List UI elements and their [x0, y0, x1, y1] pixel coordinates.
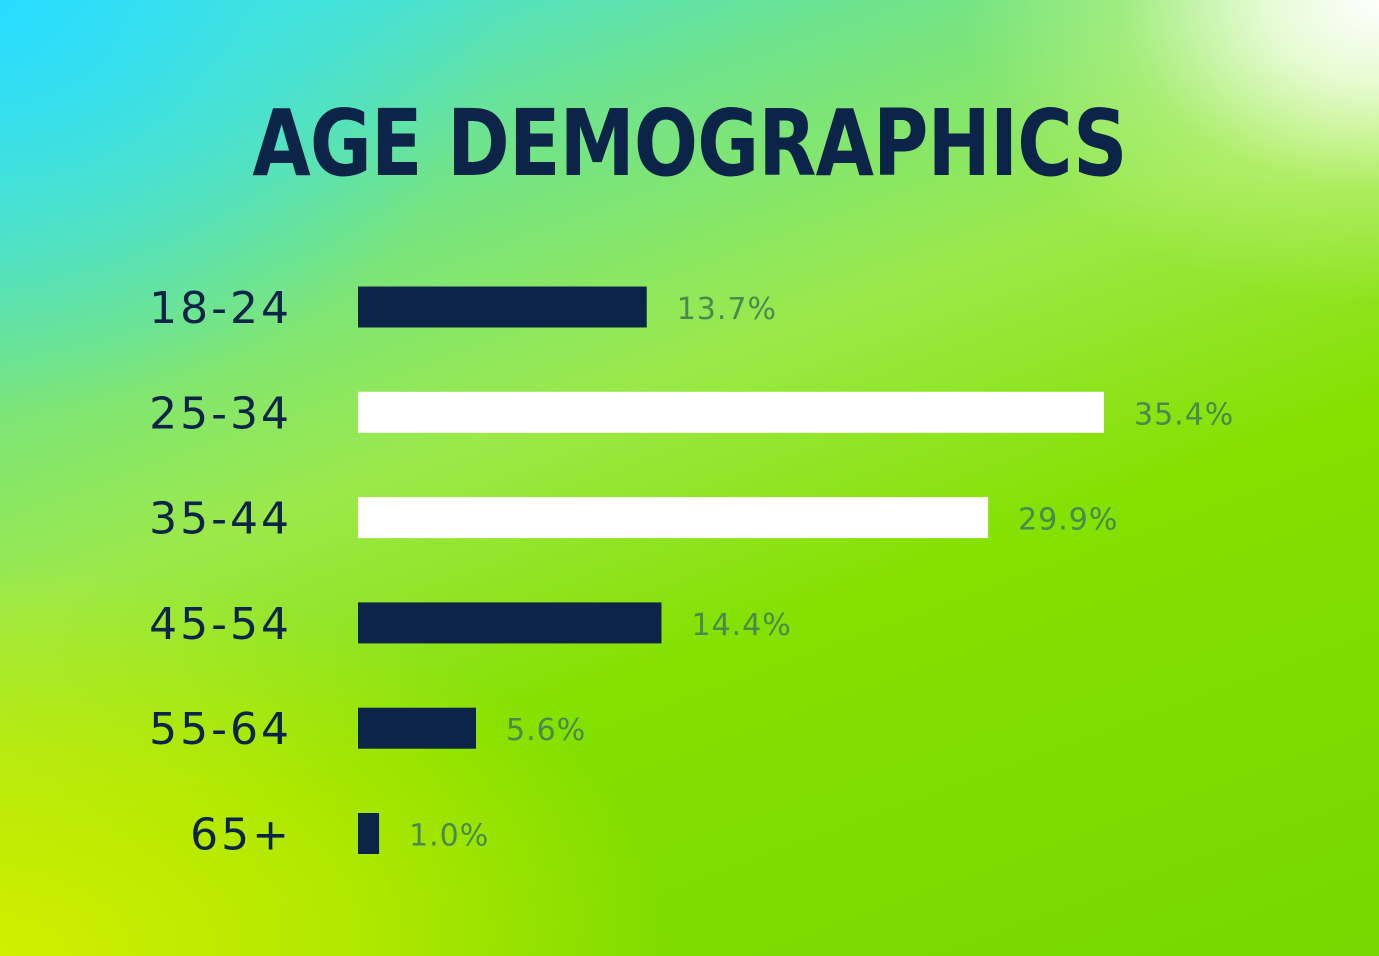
value-label: 35.4% [1134, 397, 1234, 432]
value-label: 5.6% [506, 713, 586, 748]
category-label: 45-54 [149, 599, 292, 650]
bar [358, 497, 989, 539]
bar [358, 286, 647, 328]
bar [358, 707, 477, 749]
category-label: 65+ [190, 810, 292, 861]
chart-title: AGE DEMOGRAPHICS [252, 90, 1127, 197]
category-label: 18-24 [149, 283, 292, 334]
value-label: 29.9% [1018, 503, 1118, 538]
bar [358, 602, 662, 644]
category-label: 35-44 [149, 494, 292, 545]
bar [358, 813, 380, 854]
category-label: 25-34 [149, 388, 292, 439]
bar [358, 391, 1104, 433]
category-label: 55-64 [149, 704, 292, 755]
value-label: 14.4% [691, 608, 791, 643]
value-label: 1.0% [409, 819, 489, 854]
value-label: 13.7% [677, 292, 777, 327]
